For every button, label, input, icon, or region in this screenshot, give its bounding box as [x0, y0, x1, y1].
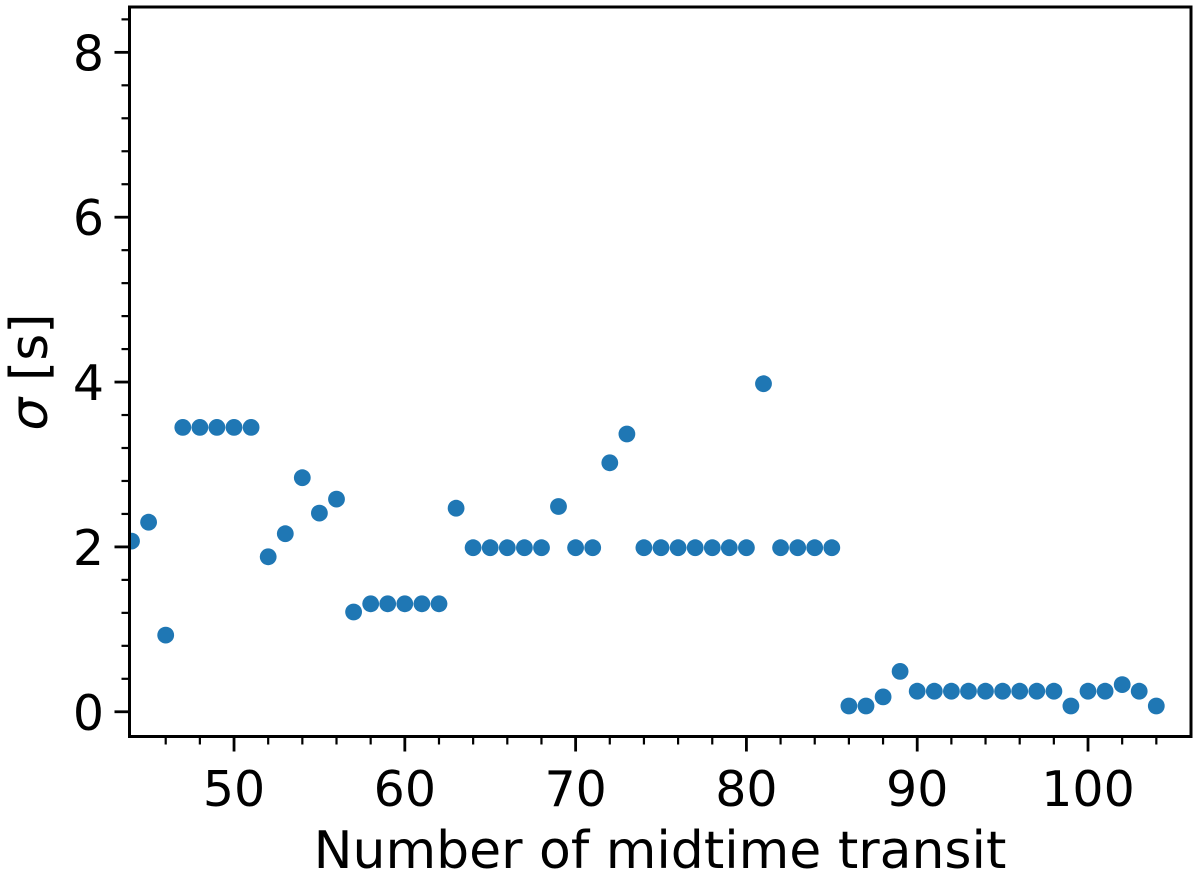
y-tick-label: 4	[73, 355, 104, 412]
data-point	[208, 419, 226, 436]
data-point	[567, 539, 584, 557]
data-point	[516, 539, 533, 557]
plot-area-border	[128, 5, 1193, 738]
data-point	[686, 539, 704, 557]
data-point	[311, 504, 328, 522]
data-point	[925, 682, 943, 700]
data-point	[293, 469, 311, 487]
data-point	[584, 539, 602, 557]
data-point	[174, 419, 192, 436]
y-tick-label: 8	[73, 25, 104, 82]
data-point	[276, 525, 294, 543]
data-point	[772, 539, 789, 557]
data-point	[1113, 676, 1131, 693]
x-tick-label: 60	[374, 761, 436, 818]
data-point	[891, 663, 909, 680]
data-points-group	[129, 375, 1165, 715]
x-tick-label: 100	[1041, 761, 1135, 818]
data-point	[129, 532, 140, 550]
data-point	[1096, 682, 1114, 700]
data-point	[652, 539, 670, 557]
data-point	[242, 419, 260, 436]
data-point	[413, 595, 431, 613]
data-point	[328, 490, 345, 508]
data-point	[618, 425, 636, 443]
data-point	[857, 697, 875, 715]
data-point	[396, 595, 414, 613]
y-axis-label-sigma: σ	[0, 396, 60, 431]
y-tick-label: 2	[73, 520, 104, 577]
y-tick-label: 0	[73, 685, 104, 742]
data-point	[191, 419, 209, 436]
data-point	[157, 626, 175, 644]
data-point	[601, 454, 619, 472]
data-point	[789, 539, 807, 557]
data-point	[1079, 682, 1097, 700]
data-point	[533, 539, 550, 557]
data-point	[1130, 682, 1148, 700]
axes-tick-labels: 50 60 70 80 90 100 0 2 4 6 8	[73, 25, 1135, 818]
data-point	[430, 595, 448, 613]
x-tick-label: 70	[544, 761, 606, 818]
data-point	[738, 539, 755, 557]
data-point	[1045, 682, 1063, 700]
data-point	[498, 539, 516, 557]
x-tick-label: 80	[715, 761, 777, 818]
data-point	[840, 697, 858, 715]
data-point	[755, 375, 772, 393]
data-point	[345, 603, 362, 621]
data-point	[943, 682, 960, 700]
data-point	[140, 513, 158, 531]
data-point	[464, 539, 482, 557]
x-axis-label: Number of midtime transit	[314, 821, 1007, 874]
y-axis-label-units: [s]	[0, 313, 60, 397]
data-point	[225, 419, 243, 436]
x-tick-label: 50	[203, 761, 265, 818]
data-point	[703, 539, 721, 557]
data-point	[908, 682, 926, 700]
x-tick-label: 90	[886, 761, 948, 818]
data-point	[874, 688, 892, 706]
data-point	[806, 539, 824, 557]
axes-ticks	[114, 18, 1158, 752]
y-tick-label: 6	[73, 190, 104, 247]
data-point	[977, 682, 994, 700]
data-point	[362, 595, 380, 613]
data-point	[669, 539, 687, 557]
data-point	[259, 548, 277, 566]
data-point	[720, 539, 738, 557]
data-point	[1028, 682, 1046, 700]
data-point	[635, 539, 653, 557]
data-point	[823, 539, 841, 557]
data-point	[1062, 697, 1080, 715]
y-axis-label: σ [s]	[0, 313, 60, 430]
data-point	[1147, 697, 1165, 715]
data-point	[994, 682, 1011, 700]
data-point	[960, 682, 977, 700]
data-point	[481, 539, 499, 557]
data-point	[447, 499, 465, 517]
data-point	[1011, 682, 1029, 700]
data-point	[379, 595, 397, 613]
data-point	[550, 498, 567, 515]
